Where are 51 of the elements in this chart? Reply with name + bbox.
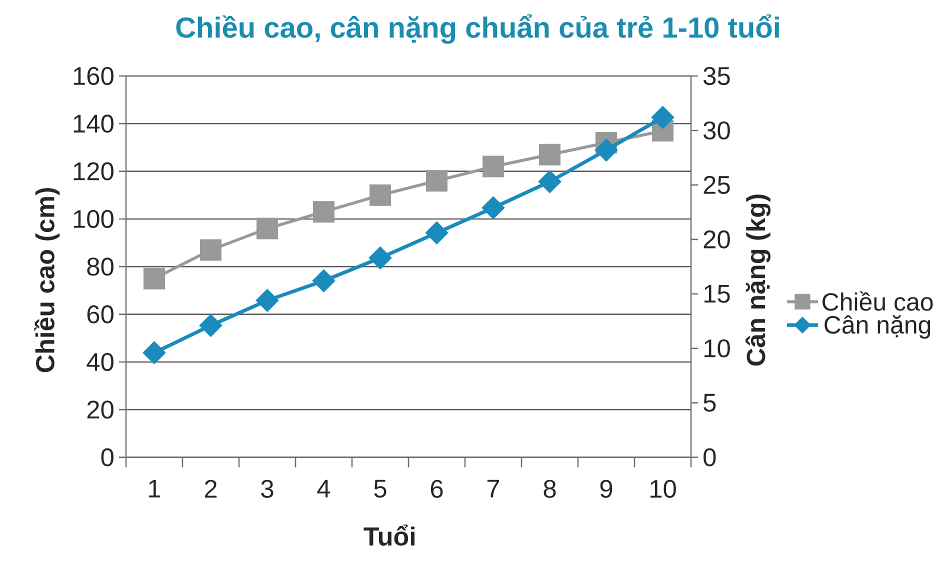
y-tick-label: 40 bbox=[86, 352, 114, 372]
x-tick-label: 6 bbox=[430, 480, 443, 498]
point bbox=[370, 184, 392, 206]
y2-tick-label: 20 bbox=[704, 230, 730, 248]
y2-tick-label: 30 bbox=[704, 121, 730, 140]
point bbox=[199, 314, 222, 338]
x-tick-label: 7 bbox=[487, 480, 500, 498]
y2-tick-label: 5 bbox=[704, 394, 716, 412]
y-tick-label: 120 bbox=[74, 162, 114, 180]
x-tick-label: 3 bbox=[261, 480, 274, 498]
point bbox=[426, 170, 448, 192]
point bbox=[651, 106, 674, 129]
point bbox=[482, 156, 504, 178]
y2-axis-title: Cân nặng (kg) bbox=[746, 194, 770, 366]
y2-tick-label: 10 bbox=[704, 339, 730, 358]
y-tick-label: 20 bbox=[87, 400, 114, 419]
x-tick-label: 5 bbox=[374, 480, 386, 498]
x-axis-title: Tuổi bbox=[364, 524, 415, 546]
y2-tick-label: 35 bbox=[704, 66, 730, 86]
point bbox=[256, 288, 279, 312]
y2-tick-label: 15 bbox=[704, 284, 730, 303]
y-tick-label: 0 bbox=[101, 448, 114, 466]
point bbox=[312, 269, 336, 292]
y-tick-label: 160 bbox=[74, 66, 114, 86]
point bbox=[200, 239, 222, 261]
point bbox=[425, 221, 448, 244]
y-tick-label: 100 bbox=[74, 210, 114, 228]
y-tick-label: 80 bbox=[87, 258, 114, 276]
x-tick-label: 8 bbox=[544, 480, 556, 498]
x-tick-label: 2 bbox=[204, 480, 217, 498]
point bbox=[313, 201, 335, 223]
legend-label: Chiều cao bbox=[822, 291, 933, 311]
point bbox=[368, 246, 392, 270]
y2-tick-label: 0 bbox=[704, 448, 716, 466]
x-tick-label: 10 bbox=[650, 480, 676, 498]
point bbox=[538, 170, 562, 194]
point bbox=[539, 144, 561, 166]
point bbox=[142, 341, 166, 364]
y-tick-label: 60 bbox=[87, 305, 114, 324]
x-tick-label: 1 bbox=[149, 480, 160, 498]
chart-title: Chiều cao, cân nặng chuẩn của trẻ 1-10 tuổi bbox=[176, 14, 779, 44]
point bbox=[594, 138, 618, 162]
point bbox=[256, 218, 278, 240]
x-tick-label: 9 bbox=[600, 480, 612, 498]
y-axis-title: Chiều cao (cm) bbox=[34, 188, 60, 372]
x-tick-label: 4 bbox=[317, 480, 330, 498]
y-tick-label: 140 bbox=[74, 114, 114, 133]
point bbox=[144, 268, 166, 290]
point bbox=[482, 196, 505, 220]
legend-label: Cân nặng bbox=[824, 315, 930, 339]
y2-tick-label: 25 bbox=[704, 176, 730, 194]
